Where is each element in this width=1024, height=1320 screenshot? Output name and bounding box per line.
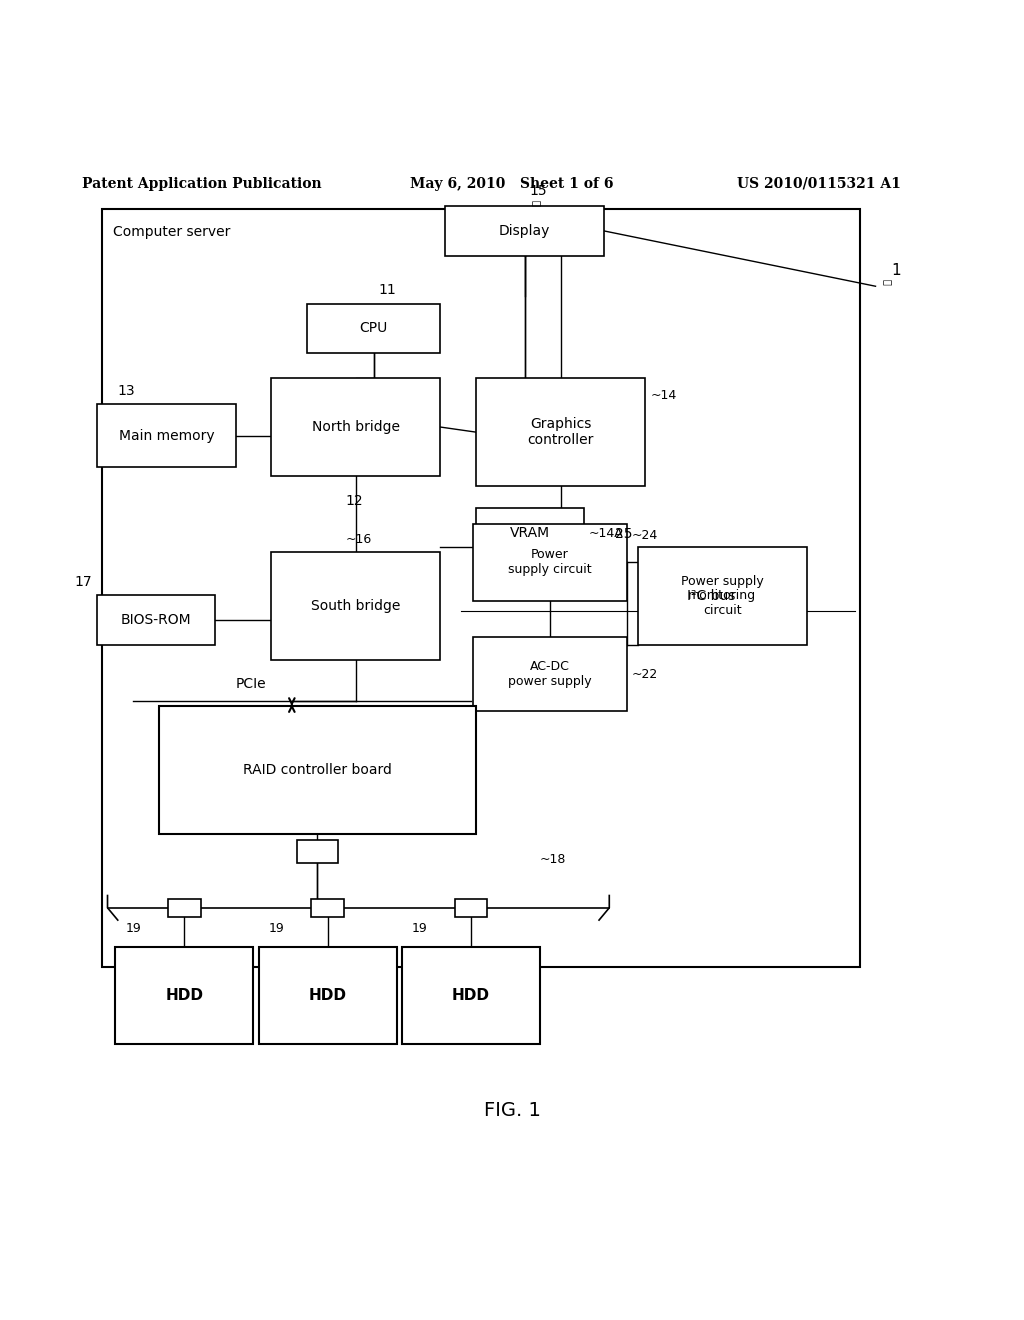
Text: 1: 1 (891, 264, 900, 279)
FancyBboxPatch shape (271, 379, 440, 475)
FancyBboxPatch shape (297, 841, 338, 863)
Text: ~16: ~16 (346, 533, 372, 545)
FancyBboxPatch shape (258, 946, 397, 1044)
Text: HDD: HDD (452, 987, 490, 1003)
Text: 11: 11 (379, 284, 396, 297)
Text: I²C bus: I²C bus (687, 589, 736, 603)
Text: Main memory: Main memory (119, 429, 214, 442)
Text: AC-DC
power supply: AC-DC power supply (508, 660, 592, 688)
Text: 25: 25 (615, 527, 633, 541)
Text: RAID controller board: RAID controller board (243, 763, 392, 777)
Text: May 6, 2010   Sheet 1 of 6: May 6, 2010 Sheet 1 of 6 (410, 177, 613, 191)
Text: ~24: ~24 (632, 529, 658, 543)
Text: HDD: HDD (165, 987, 204, 1003)
FancyBboxPatch shape (476, 508, 584, 557)
Text: 15: 15 (530, 183, 548, 198)
Text: North bridge: North bridge (312, 420, 399, 434)
Text: VRAM: VRAM (510, 527, 550, 540)
FancyBboxPatch shape (97, 595, 215, 644)
FancyBboxPatch shape (473, 524, 627, 601)
FancyBboxPatch shape (445, 206, 604, 256)
FancyBboxPatch shape (97, 404, 236, 467)
FancyBboxPatch shape (311, 899, 344, 917)
Text: 19: 19 (412, 921, 428, 935)
FancyBboxPatch shape (168, 899, 201, 917)
Text: BIOS-ROM: BIOS-ROM (121, 612, 191, 627)
Text: 〜: 〜 (883, 279, 893, 285)
Text: Power supply
monitoring
circuit: Power supply monitoring circuit (681, 574, 764, 618)
Text: South bridge: South bridge (311, 599, 400, 614)
Text: ~14A: ~14A (589, 527, 624, 540)
Text: 12: 12 (346, 494, 364, 508)
FancyBboxPatch shape (473, 638, 627, 711)
FancyBboxPatch shape (455, 899, 487, 917)
FancyBboxPatch shape (102, 210, 860, 968)
FancyBboxPatch shape (159, 706, 476, 834)
Text: Display: Display (499, 224, 551, 238)
Text: Computer server: Computer server (113, 224, 230, 239)
Text: 17: 17 (75, 576, 92, 589)
Text: 〜: 〜 (530, 201, 541, 206)
FancyBboxPatch shape (638, 548, 807, 644)
Text: ~18: ~18 (540, 853, 566, 866)
Text: 19: 19 (125, 921, 141, 935)
Text: CPU: CPU (359, 321, 388, 335)
Text: Graphics
controller: Graphics controller (527, 417, 594, 447)
FancyBboxPatch shape (115, 946, 254, 1044)
Text: FIG. 1: FIG. 1 (483, 1101, 541, 1121)
Text: 19: 19 (268, 921, 285, 935)
FancyBboxPatch shape (476, 379, 645, 486)
Text: US 2010/0115321 A1: US 2010/0115321 A1 (737, 177, 901, 191)
Text: 13: 13 (118, 384, 135, 397)
Text: HDD: HDD (308, 987, 347, 1003)
Text: ~14: ~14 (650, 388, 677, 401)
Text: ~22: ~22 (632, 668, 658, 681)
Text: Patent Application Publication: Patent Application Publication (82, 177, 322, 191)
FancyBboxPatch shape (401, 946, 541, 1044)
FancyBboxPatch shape (307, 304, 440, 352)
FancyBboxPatch shape (271, 553, 440, 660)
Text: Power
supply circuit: Power supply circuit (508, 548, 592, 577)
Text: PCIe: PCIe (236, 677, 266, 690)
